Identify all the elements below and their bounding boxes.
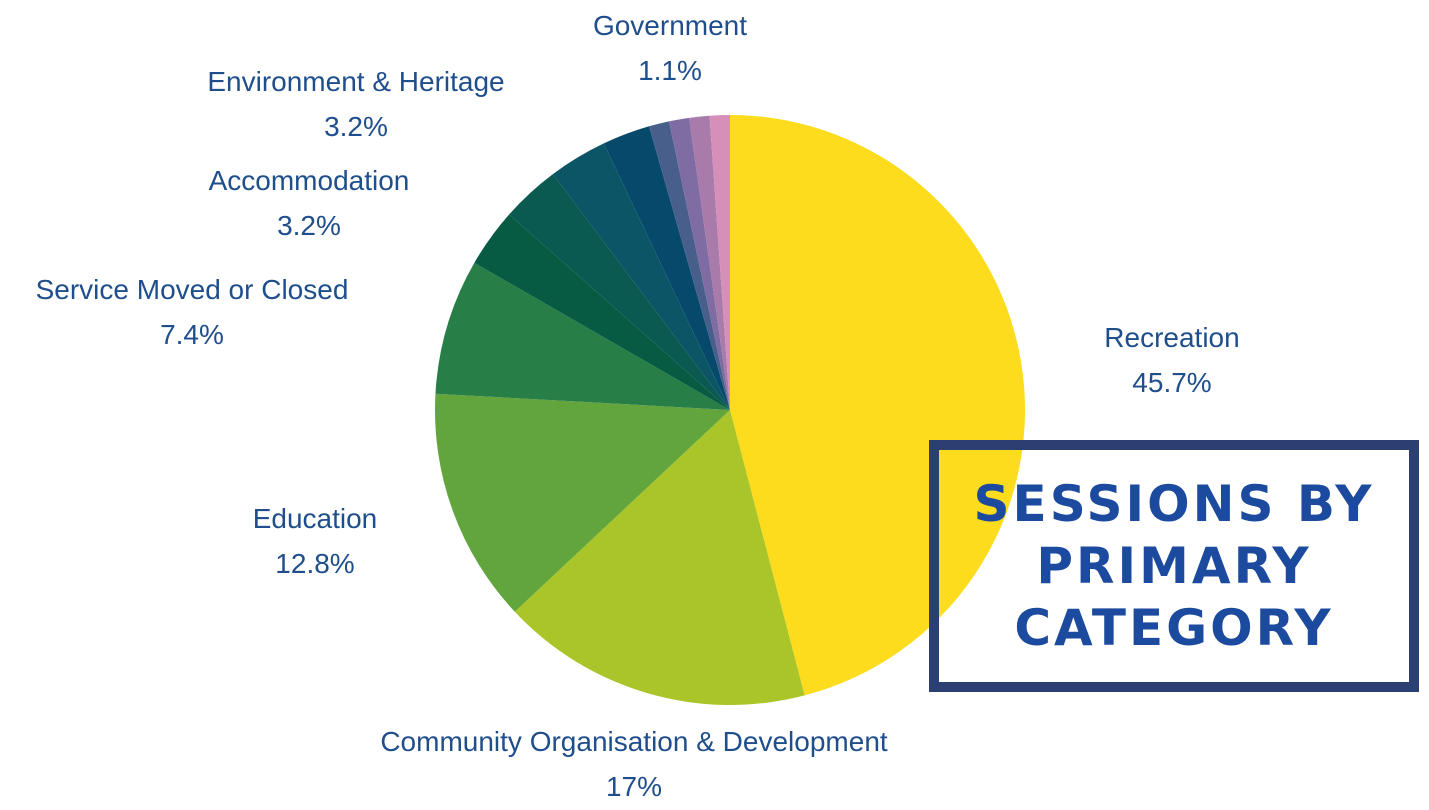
pie-slice-environment-heritage bbox=[552, 143, 730, 410]
chart-title-box: SESSIONS BY PRIMARY CATEGORY bbox=[929, 440, 1419, 692]
pie-slice-community-organisation-development bbox=[514, 410, 805, 705]
pie-slice-government bbox=[709, 114, 730, 410]
label-education: Education 12.8% bbox=[252, 503, 378, 579]
label-accommodation: Accommodation 3.2% bbox=[208, 165, 410, 241]
pie-slice-education bbox=[434, 393, 730, 612]
pie-slice-unlabeled-7 bbox=[603, 126, 730, 410]
pie-slice-service-moved-or-closed bbox=[435, 262, 730, 410]
pie-slice-accommodation bbox=[509, 174, 730, 410]
label-recreation: Recreation 45.7% bbox=[1104, 322, 1240, 398]
label-community-organisation-development: Community Organisation & Development 17% bbox=[380, 726, 888, 802]
pie-slice-unlabeled-4 bbox=[474, 214, 730, 410]
chart-title-line-1: SESSIONS BY bbox=[973, 475, 1375, 533]
chart-title-line-3: CATEGORY bbox=[1014, 599, 1334, 657]
label-government: Government 1.1% bbox=[592, 10, 748, 86]
chart-title-line-2: PRIMARY bbox=[1036, 537, 1312, 595]
pie-slice-unlabeled-9 bbox=[668, 117, 730, 410]
label-service-moved-or-closed: Service Moved or Closed 7.4% bbox=[35, 274, 349, 350]
label-environment-heritage: Environment & Heritage 3.2% bbox=[207, 66, 505, 142]
pie-slice-recreation bbox=[730, 115, 1025, 696]
pie-slice-unlabeled-8 bbox=[649, 121, 730, 410]
pie-slice-unlabeled-10 bbox=[689, 115, 730, 411]
